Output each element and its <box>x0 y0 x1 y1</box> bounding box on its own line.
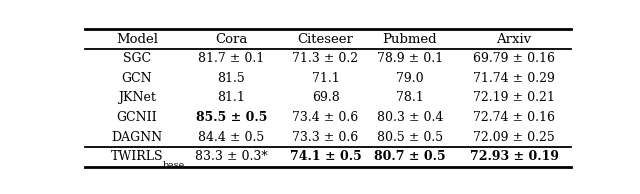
Text: 72.09 ± 0.25: 72.09 ± 0.25 <box>473 131 555 144</box>
Text: 84.4 ± 0.5: 84.4 ± 0.5 <box>198 131 264 144</box>
Text: 81.5: 81.5 <box>218 72 245 85</box>
Text: 71.74 ± 0.29: 71.74 ± 0.29 <box>473 72 555 85</box>
Text: 72.19 ± 0.21: 72.19 ± 0.21 <box>473 91 555 105</box>
Text: DAGNN: DAGNN <box>111 131 163 144</box>
Text: 80.5 ± 0.5: 80.5 ± 0.5 <box>377 131 443 144</box>
Text: 78.9 ± 0.1: 78.9 ± 0.1 <box>377 52 443 65</box>
Text: SGC: SGC <box>123 52 151 65</box>
Text: JKNet: JKNet <box>118 91 156 105</box>
Text: 80.7 ± 0.5: 80.7 ± 0.5 <box>374 150 445 163</box>
Text: Citeseer: Citeseer <box>298 33 353 46</box>
Text: 81.1: 81.1 <box>218 91 245 105</box>
Text: 79.0: 79.0 <box>396 72 424 85</box>
Text: 73.3 ± 0.6: 73.3 ± 0.6 <box>292 131 358 144</box>
Text: TWIRLS: TWIRLS <box>111 150 163 163</box>
Text: 72.74 ± 0.16: 72.74 ± 0.16 <box>473 111 555 124</box>
Text: 78.1: 78.1 <box>396 91 424 105</box>
Text: 72.93 ± 0.19: 72.93 ± 0.19 <box>470 150 559 163</box>
Text: 81.7 ± 0.1: 81.7 ± 0.1 <box>198 52 264 65</box>
Text: 69.8: 69.8 <box>312 91 339 105</box>
Text: GCNII: GCNII <box>116 111 157 124</box>
Text: 74.1 ± 0.5: 74.1 ± 0.5 <box>290 150 362 163</box>
Text: 85.5 ± 0.5: 85.5 ± 0.5 <box>196 111 267 124</box>
Text: 73.4 ± 0.6: 73.4 ± 0.6 <box>292 111 358 124</box>
Text: Model: Model <box>116 33 158 46</box>
Text: Pubmed: Pubmed <box>383 33 437 46</box>
Text: 83.3 ± 0.3*: 83.3 ± 0.3* <box>195 150 268 163</box>
Text: Cora: Cora <box>215 33 248 46</box>
Text: 69.79 ± 0.16: 69.79 ± 0.16 <box>473 52 555 65</box>
Text: 71.3 ± 0.2: 71.3 ± 0.2 <box>292 52 358 65</box>
Text: 71.1: 71.1 <box>312 72 339 85</box>
Text: GCN: GCN <box>122 72 152 85</box>
Text: Arxiv: Arxiv <box>497 33 532 46</box>
Text: base: base <box>163 161 185 170</box>
Text: 80.3 ± 0.4: 80.3 ± 0.4 <box>377 111 443 124</box>
